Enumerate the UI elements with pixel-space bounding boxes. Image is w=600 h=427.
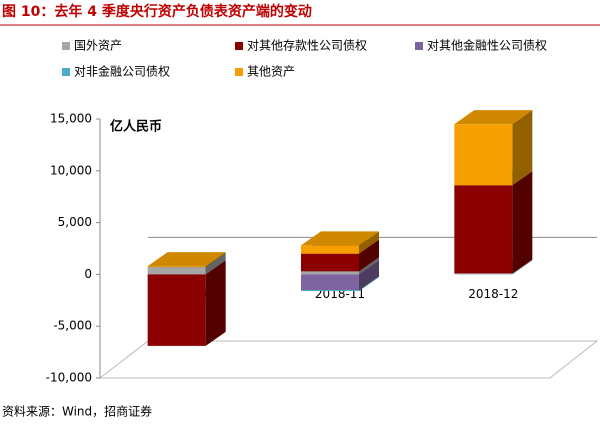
bar-top [301, 231, 379, 246]
legend-swatch [62, 42, 70, 50]
bar-side [205, 253, 226, 275]
bar [454, 273, 513, 275]
y-tick-label: 0 [84, 267, 92, 281]
bar-side [359, 239, 379, 272]
bar [147, 267, 206, 275]
bar [301, 274, 359, 290]
legend-label: 对其他存款性公司债权 [247, 39, 367, 53]
bar [454, 124, 513, 186]
bar-side [512, 171, 533, 274]
y-tick-label: -5,000 [53, 319, 92, 333]
legend-swatch [62, 68, 70, 76]
bar [147, 266, 206, 268]
bar-side [359, 260, 379, 290]
unit-label: 亿人民币 [110, 119, 162, 135]
chart-title: 图 10：去年 4 季度央行资产负债表资产端的变动 [2, 3, 312, 20]
legend-swatch [235, 42, 243, 50]
legend-label: 对其他金融性公司债权 [427, 38, 547, 53]
bar-top [454, 110, 533, 125]
bar-side [359, 257, 379, 275]
y-tick-label: 15,000 [50, 112, 92, 126]
legend-label: 对非金融公司债权 [74, 64, 170, 79]
legend-swatch [415, 42, 423, 50]
legend-swatch [235, 68, 243, 76]
bar [301, 253, 359, 272]
floor [98, 340, 599, 379]
bar-side [359, 231, 379, 254]
y-tick-label: 10,000 [50, 163, 92, 177]
bar-side [359, 275, 379, 291]
source: 资料来源：Wind，招商证券 [2, 404, 152, 419]
bar [301, 245, 359, 254]
bar-side [512, 110, 533, 186]
bar [454, 185, 513, 274]
bar-side [205, 252, 226, 268]
bar [301, 289, 359, 291]
bar-side [512, 259, 533, 275]
y-tick-label: -10,000 [46, 371, 92, 385]
bar-side [205, 260, 226, 346]
legend-label: 国外资产 [74, 39, 122, 53]
y-tick-label: 5,000 [58, 215, 92, 229]
bar [147, 274, 206, 346]
x-tick-label: 2018-12 [468, 287, 518, 301]
legend-label: 其他资产 [247, 65, 295, 79]
bar [301, 271, 359, 275]
bar-top [147, 252, 226, 267]
